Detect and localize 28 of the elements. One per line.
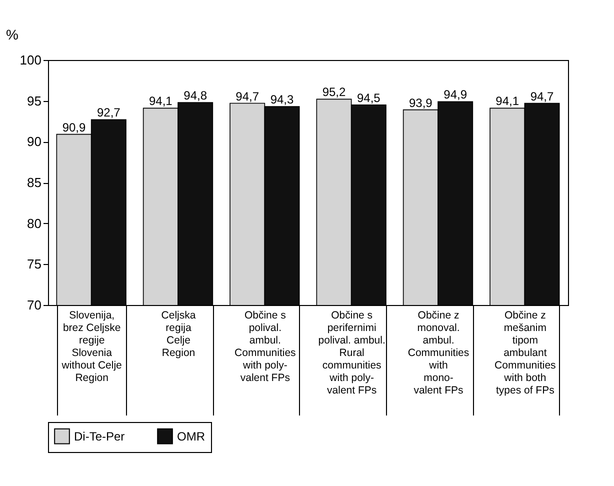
y-tick-label: 90 (27, 134, 42, 150)
x-tick-label: Občine s perifernimi polival. ambul. Rural communities with poly- valent FPs (318, 310, 386, 396)
data-label: 94,1 (496, 94, 520, 108)
x-tick-label: Občine z mešanim tipom ambulant Communities with both types of FPs (494, 310, 556, 396)
data-label: 94,7 (530, 89, 554, 104)
x-tick-label: Občine s polival. ambul. Communities with poly- valent FPs (234, 310, 296, 384)
data-label: 94,3 (270, 92, 294, 107)
y-tick-label: 100 (20, 52, 42, 68)
y-tick-label: 85 (27, 175, 42, 190)
y-tick-label: 80 (27, 216, 42, 231)
data-label: 94,1 (148, 94, 173, 108)
x-tick-label: Slovenija, brez Celjske regije Slovenia without Celje Region (60, 310, 122, 384)
data-label: 94,5 (356, 90, 381, 105)
y-tick-label: 70 (27, 298, 42, 312)
data-label: 94,7 (236, 89, 260, 104)
data-label: 94,9 (444, 88, 468, 102)
data-label: 93,9 (408, 96, 433, 110)
data-label: 92,7 (96, 106, 121, 120)
legend-label: OMR (177, 429, 206, 444)
y-tick-label: 75 (27, 256, 42, 272)
data-label: 95,2 (322, 85, 346, 100)
y-tick-label: 95 (27, 93, 42, 108)
data-label: 94,8 (184, 88, 208, 102)
legend-label: Di-Te-Per (74, 429, 125, 444)
x-tick-label: Celjska regija Celje Region (161, 310, 196, 359)
x-tick-label: Občine z monoval. ambul. Communities with mono- valent FPs (408, 310, 470, 396)
data-label: 90,9 (62, 120, 86, 134)
y-axis-title: % (6, 26, 18, 42)
